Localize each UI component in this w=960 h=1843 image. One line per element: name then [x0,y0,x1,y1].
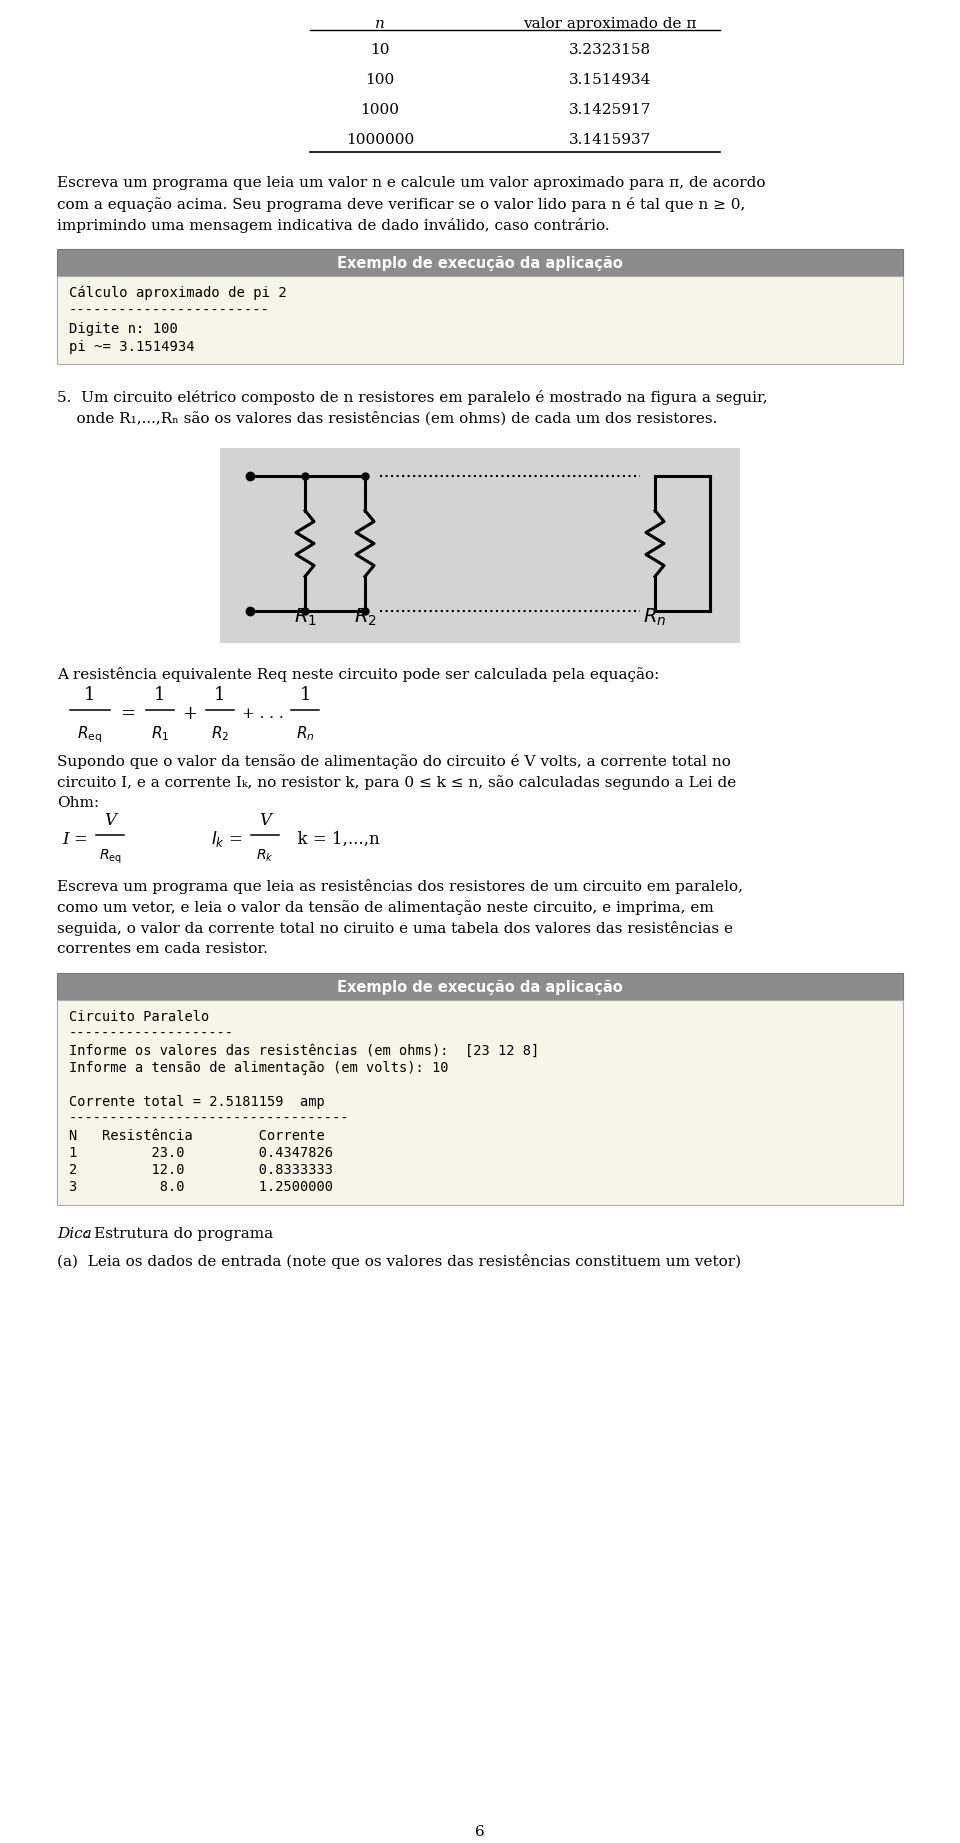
Text: Cálculo aproximado de pi 2: Cálculo aproximado de pi 2 [69,286,287,300]
Text: correntes em cada resistor.: correntes em cada resistor. [57,942,268,957]
Text: Exemplo de execução da aplicação: Exemplo de execução da aplicação [337,256,623,271]
Text: n: n [375,17,385,31]
Text: 3.2323158: 3.2323158 [569,42,651,57]
Text: ----------------------------------: ---------------------------------- [69,1111,349,1126]
Text: A resistência equivalente Req neste circuito pode ser calculada pela equação:: A resistência equivalente Req neste circ… [57,667,660,682]
Text: $R_2$: $R_2$ [211,724,229,743]
Text: Escreva um programa que leia um valor n e calcule um valor aproximado para π, de: Escreva um programa que leia um valor n … [57,175,765,190]
Text: 6: 6 [475,1825,485,1839]
Text: Escreva um programa que leia as resistências dos resistores de um circuito em pa: Escreva um programa que leia as resistên… [57,879,743,894]
Text: $R_k$: $R_k$ [256,848,274,864]
Text: k = 1,...,n: k = 1,...,n [287,831,379,848]
Text: imprimindo uma mensagem indicativa de dado inválido, caso contrário.: imprimindo uma mensagem indicativa de da… [57,217,610,232]
Text: +: + [182,706,197,722]
Text: circuito I, e a corrente Iₖ, no resistor k, para 0 ≤ k ≤ n, são calculadas segun: circuito I, e a corrente Iₖ, no resistor… [57,776,736,791]
Text: 5.  Um circuito elétrico composto de n resistores em paralelo é mostrado na figu: 5. Um circuito elétrico composto de n re… [57,391,768,405]
Text: $R_{\rm eq}$: $R_{\rm eq}$ [99,848,122,866]
Text: Dica: Dica [57,1227,92,1240]
Text: V: V [104,813,116,829]
Text: --------------------: -------------------- [69,1027,234,1041]
Text: $I_k$ =: $I_k$ = [211,829,243,850]
Text: : Estrutura do programa: : Estrutura do programa [84,1227,274,1240]
FancyBboxPatch shape [57,276,903,365]
Text: Informe a tensão de alimentação (em volts): 10: Informe a tensão de alimentação (em volt… [69,1062,448,1074]
FancyBboxPatch shape [57,973,903,1001]
Text: 3.1514934: 3.1514934 [569,72,651,87]
Text: pi ~= 3.1514934: pi ~= 3.1514934 [69,339,195,354]
Text: 3.1425917: 3.1425917 [569,103,651,116]
Text: $R_n$: $R_n$ [643,606,666,628]
Text: $R_1$: $R_1$ [294,606,317,628]
Text: seguida, o valor da corrente total no ciruito e uma tabela dos valores das resis: seguida, o valor da corrente total no ci… [57,922,733,936]
Text: Digite n: 100: Digite n: 100 [69,323,178,335]
Text: 1000000: 1000000 [346,133,414,146]
Text: 2         12.0         0.8333333: 2 12.0 0.8333333 [69,1163,333,1178]
Text: Informe os valores das resistências (em ohms):  [23 12 8]: Informe os valores das resistências (em … [69,1043,540,1058]
Text: 1: 1 [214,686,226,704]
Text: 3.1415937: 3.1415937 [569,133,651,146]
FancyBboxPatch shape [220,448,740,643]
Text: $R_n$: $R_n$ [296,724,314,743]
Text: 1: 1 [155,686,166,704]
Text: I =: I = [62,831,88,848]
Text: 100: 100 [366,72,395,87]
Text: com a equação acima. Seu programa deve verificar se o valor lido para n é tal qu: com a equação acima. Seu programa deve v… [57,197,745,212]
Text: onde R₁,...,Rₙ são os valores das resistências (em ohms) de cada um dos resistor: onde R₁,...,Rₙ são os valores das resist… [57,411,717,426]
Text: 10: 10 [371,42,390,57]
Text: $R_2$: $R_2$ [353,606,376,628]
Text: ------------------------: ------------------------ [69,304,270,319]
Text: $R_{\rm eq}$: $R_{\rm eq}$ [78,724,103,745]
Text: 1: 1 [300,686,311,704]
Text: como um vetor, e leia o valor da tensão de alimentação neste circuito, e imprima: como um vetor, e leia o valor da tensão … [57,899,713,914]
Text: N   Resistência        Corrente: N Resistência Corrente [69,1130,324,1143]
Text: (a)  Leia os dados de entrada (note que os valores das resistências constituem u: (a) Leia os dados de entrada (note que o… [57,1253,741,1270]
Text: Supondo que o valor da tensão de alimentação do circuito é V volts, a corrente t: Supondo que o valor da tensão de aliment… [57,754,731,769]
Text: 1         23.0         0.4347826: 1 23.0 0.4347826 [69,1146,333,1159]
FancyBboxPatch shape [57,249,903,276]
Text: $R_1$: $R_1$ [151,724,169,743]
Text: Corrente total = 2.5181159  amp: Corrente total = 2.5181159 amp [69,1095,324,1109]
Text: 1: 1 [84,686,96,704]
Text: 1000: 1000 [361,103,399,116]
Text: Exemplo de execução da aplicação: Exemplo de execução da aplicação [337,980,623,995]
Text: + . . .: + . . . [242,708,283,721]
Text: =: = [120,706,135,722]
Text: valor aproximado de π: valor aproximado de π [523,17,697,31]
Text: V: V [259,813,271,829]
Text: 3          8.0         1.2500000: 3 8.0 1.2500000 [69,1180,333,1194]
Text: Ohm:: Ohm: [57,796,99,811]
FancyBboxPatch shape [57,1001,903,1205]
Text: Circuito Paralelo: Circuito Paralelo [69,1010,209,1025]
